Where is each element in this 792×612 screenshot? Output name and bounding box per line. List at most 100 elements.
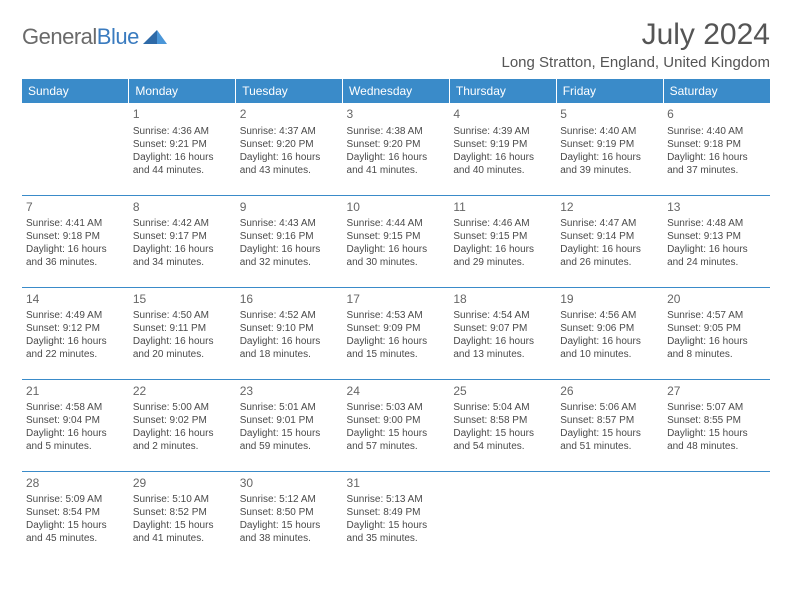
daylight-text: Daylight: 15 hours (667, 427, 766, 440)
daylight-text: Daylight: 16 hours (453, 243, 552, 256)
calendar-cell: 31Sunrise: 5:13 AMSunset: 8:49 PMDayligh… (343, 471, 450, 563)
day-number: 30 (240, 476, 339, 492)
daylight-text: Daylight: 16 hours (560, 335, 659, 348)
day-number: 15 (133, 292, 232, 308)
day-number: 27 (667, 384, 766, 400)
sunrise-text: Sunrise: 4:38 AM (347, 125, 446, 138)
daylight-text: and 54 minutes. (453, 440, 552, 453)
daylight-text: and 38 minutes. (240, 532, 339, 545)
daylight-text: Daylight: 16 hours (26, 243, 125, 256)
daylight-text: and 24 minutes. (667, 256, 766, 269)
day-number: 10 (347, 200, 446, 216)
logo: GeneralBlue (22, 24, 167, 50)
sunrise-text: Sunrise: 5:06 AM (560, 401, 659, 414)
calendar-cell (663, 471, 770, 563)
daylight-text: Daylight: 16 hours (347, 243, 446, 256)
sunset-text: Sunset: 9:04 PM (26, 414, 125, 427)
daylight-text: and 5 minutes. (26, 440, 125, 453)
daylight-text: and 39 minutes. (560, 164, 659, 177)
sunset-text: Sunset: 8:58 PM (453, 414, 552, 427)
calendar-cell (449, 471, 556, 563)
day-number: 25 (453, 384, 552, 400)
day-header: Tuesday (236, 79, 343, 103)
sunrise-text: Sunrise: 4:49 AM (26, 309, 125, 322)
sunrise-text: Sunrise: 4:52 AM (240, 309, 339, 322)
daylight-text: Daylight: 16 hours (133, 243, 232, 256)
daylight-text: and 43 minutes. (240, 164, 339, 177)
day-header: Thursday (449, 79, 556, 103)
sunrise-text: Sunrise: 5:01 AM (240, 401, 339, 414)
calendar-thead: SundayMondayTuesdayWednesdayThursdayFrid… (22, 79, 770, 103)
calendar-cell: 20Sunrise: 4:57 AMSunset: 9:05 PMDayligh… (663, 287, 770, 379)
day-number: 3 (347, 107, 446, 123)
sunset-text: Sunset: 9:10 PM (240, 322, 339, 335)
day-number: 4 (453, 107, 552, 123)
calendar-cell: 11Sunrise: 4:46 AMSunset: 9:15 PMDayligh… (449, 195, 556, 287)
calendar-cell: 29Sunrise: 5:10 AMSunset: 8:52 PMDayligh… (129, 471, 236, 563)
daylight-text: and 40 minutes. (453, 164, 552, 177)
daylight-text: and 48 minutes. (667, 440, 766, 453)
daylight-text: Daylight: 16 hours (560, 151, 659, 164)
sunrise-text: Sunrise: 4:36 AM (133, 125, 232, 138)
daylight-text: and 18 minutes. (240, 348, 339, 361)
daylight-text: Daylight: 15 hours (347, 519, 446, 532)
day-header: Friday (556, 79, 663, 103)
sunset-text: Sunset: 8:54 PM (26, 506, 125, 519)
daylight-text: Daylight: 16 hours (347, 151, 446, 164)
daylight-text: and 35 minutes. (347, 532, 446, 545)
sunrise-text: Sunrise: 4:44 AM (347, 217, 446, 230)
daylight-text: and 26 minutes. (560, 256, 659, 269)
daylight-text: Daylight: 16 hours (667, 243, 766, 256)
daylight-text: and 34 minutes. (133, 256, 232, 269)
sunset-text: Sunset: 9:19 PM (453, 138, 552, 151)
daylight-text: and 13 minutes. (453, 348, 552, 361)
sunrise-text: Sunrise: 4:53 AM (347, 309, 446, 322)
day-number: 29 (133, 476, 232, 492)
daylight-text: Daylight: 16 hours (560, 243, 659, 256)
sunset-text: Sunset: 9:21 PM (133, 138, 232, 151)
sunrise-text: Sunrise: 5:10 AM (133, 493, 232, 506)
calendar-week-row: 14Sunrise: 4:49 AMSunset: 9:12 PMDayligh… (22, 287, 770, 379)
calendar-cell: 10Sunrise: 4:44 AMSunset: 9:15 PMDayligh… (343, 195, 450, 287)
sunrise-text: Sunrise: 5:00 AM (133, 401, 232, 414)
month-title: July 2024 (501, 18, 770, 52)
sunset-text: Sunset: 9:17 PM (133, 230, 232, 243)
sunset-text: Sunset: 8:52 PM (133, 506, 232, 519)
calendar-table: SundayMondayTuesdayWednesdayThursdayFrid… (22, 79, 770, 563)
calendar-cell: 22Sunrise: 5:00 AMSunset: 9:02 PMDayligh… (129, 379, 236, 471)
daylight-text: Daylight: 16 hours (240, 335, 339, 348)
sunset-text: Sunset: 8:57 PM (560, 414, 659, 427)
calendar-cell: 9Sunrise: 4:43 AMSunset: 9:16 PMDaylight… (236, 195, 343, 287)
day-number: 31 (347, 476, 446, 492)
day-number: 14 (26, 292, 125, 308)
sunset-text: Sunset: 9:13 PM (667, 230, 766, 243)
sunset-text: Sunset: 9:19 PM (560, 138, 659, 151)
daylight-text: Daylight: 16 hours (453, 335, 552, 348)
calendar-cell: 6Sunrise: 4:40 AMSunset: 9:18 PMDaylight… (663, 103, 770, 195)
sunrise-text: Sunrise: 4:56 AM (560, 309, 659, 322)
sunrise-text: Sunrise: 4:50 AM (133, 309, 232, 322)
day-number: 28 (26, 476, 125, 492)
day-number: 23 (240, 384, 339, 400)
day-number: 9 (240, 200, 339, 216)
daylight-text: and 45 minutes. (26, 532, 125, 545)
daylight-text: Daylight: 15 hours (26, 519, 125, 532)
daylight-text: and 57 minutes. (347, 440, 446, 453)
day-number: 8 (133, 200, 232, 216)
day-header: Monday (129, 79, 236, 103)
calendar-cell: 4Sunrise: 4:39 AMSunset: 9:19 PMDaylight… (449, 103, 556, 195)
calendar-cell: 12Sunrise: 4:47 AMSunset: 9:14 PMDayligh… (556, 195, 663, 287)
sunrise-text: Sunrise: 4:39 AM (453, 125, 552, 138)
day-number: 24 (347, 384, 446, 400)
calendar-week-row: 1Sunrise: 4:36 AMSunset: 9:21 PMDaylight… (22, 103, 770, 195)
calendar-cell: 8Sunrise: 4:42 AMSunset: 9:17 PMDaylight… (129, 195, 236, 287)
daylight-text: Daylight: 16 hours (133, 335, 232, 348)
day-number: 1 (133, 107, 232, 123)
calendar-cell: 7Sunrise: 4:41 AMSunset: 9:18 PMDaylight… (22, 195, 129, 287)
sunset-text: Sunset: 8:50 PM (240, 506, 339, 519)
page-header: GeneralBlue July 2024 Long Stratton, Eng… (22, 18, 770, 71)
daylight-text: Daylight: 16 hours (133, 151, 232, 164)
daylight-text: Daylight: 16 hours (26, 427, 125, 440)
logo-text-b: Blue (97, 24, 139, 49)
daylight-text: and 8 minutes. (667, 348, 766, 361)
